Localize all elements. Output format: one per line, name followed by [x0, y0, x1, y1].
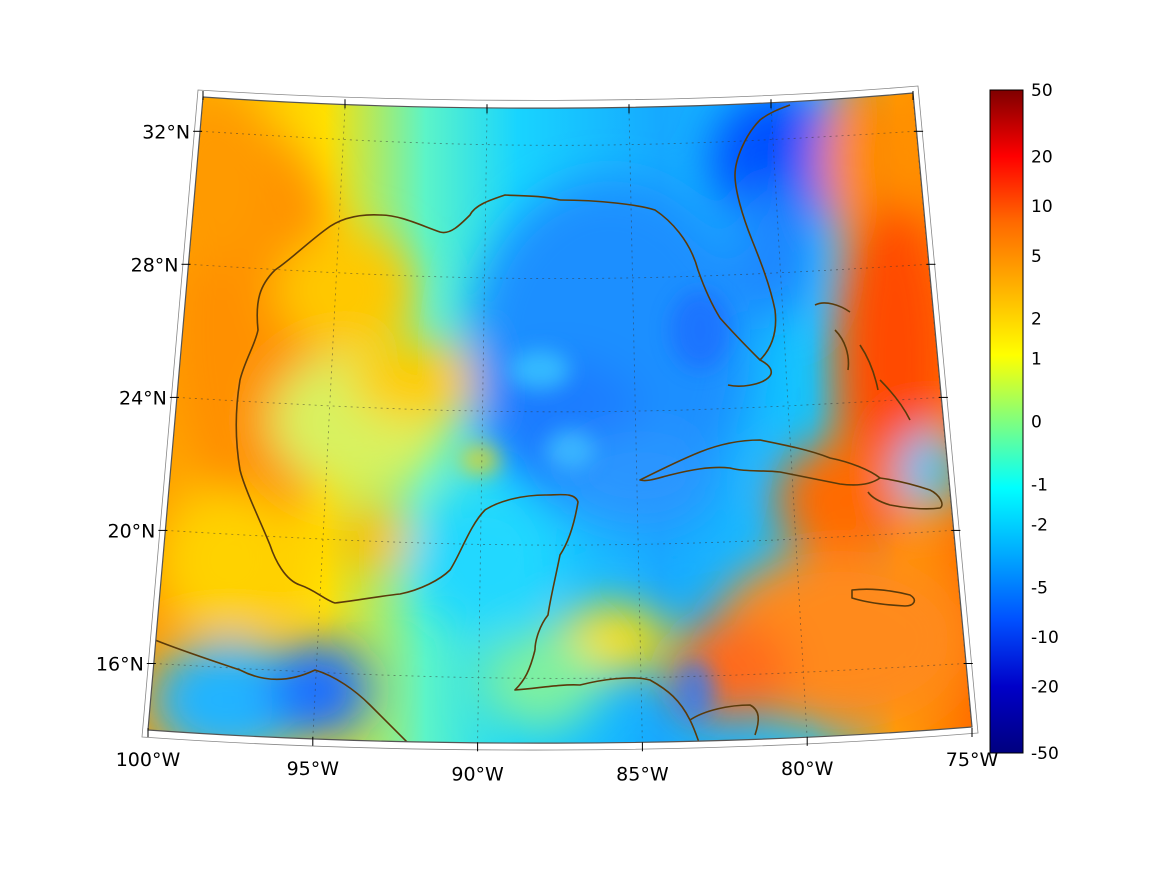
latitude-labels: 32°N 28°N 24°N 20°N 16°N	[96, 121, 973, 676]
longitude-label: 85°W	[616, 763, 669, 785]
colorbar-tick-label: -20	[1031, 678, 1059, 698]
longitude-label: 95°W	[287, 758, 340, 780]
colorbar-tick-label: -10	[1031, 628, 1059, 648]
colorbar-tick-label: 0	[1031, 413, 1042, 433]
colorbar-tick-label: -5	[1031, 578, 1048, 598]
longitude-label: 75°W	[946, 749, 999, 771]
map-frame-outer	[141, 85, 979, 751]
colorbar-tick-label: 50	[1031, 81, 1053, 101]
longitude-labels: 100°W 95°W 90°W 85°W 80°W 75°W	[116, 91, 999, 785]
map-data-field	[148, 93, 972, 744]
latitude-label: 28°N	[131, 254, 179, 276]
colorbar-tick-label: -1	[1031, 476, 1048, 496]
latitude-label: 20°N	[108, 520, 156, 542]
map-frame	[147, 92, 973, 744]
colorbar-tick-label: -2	[1031, 515, 1048, 535]
latitude-label: 32°N	[142, 121, 190, 143]
colorbar-tick-label: 10	[1031, 197, 1053, 217]
colorbar-tick-label: 5	[1031, 247, 1042, 267]
longitude-label: 90°W	[451, 763, 504, 785]
longitude-label: 80°W	[781, 758, 834, 780]
longitude-label: 100°W	[116, 749, 181, 771]
colorbar-tick-label: 1	[1031, 350, 1042, 370]
coastlines	[154, 104, 943, 744]
graticule-lat-line	[176, 397, 941, 413]
colorbar-bar	[989, 89, 1024, 754]
latitude-label: 24°N	[119, 387, 167, 409]
latitude-label: 16°N	[96, 654, 144, 676]
colorbar-tick-label: 2	[1031, 310, 1042, 330]
colorbar-tick-label: 20	[1031, 147, 1053, 167]
colorbar-tick-label: -50	[1031, 744, 1059, 764]
